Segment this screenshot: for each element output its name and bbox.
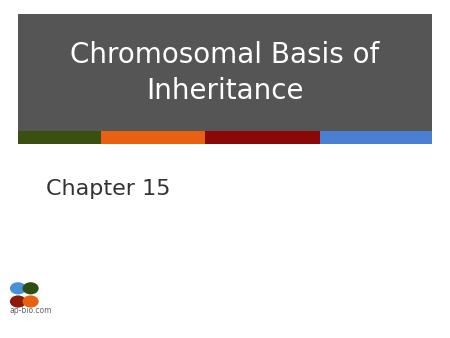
Text: Chromosomal Basis of
Inheritance: Chromosomal Basis of Inheritance — [70, 41, 380, 104]
Text: ap-bio.com: ap-bio.com — [10, 306, 52, 315]
Circle shape — [22, 295, 39, 308]
Bar — [18, 14, 432, 137]
Bar — [101, 131, 205, 144]
Circle shape — [10, 282, 26, 294]
Circle shape — [22, 282, 39, 294]
Bar — [18, 131, 101, 144]
Text: Chapter 15: Chapter 15 — [46, 179, 170, 199]
Bar — [320, 131, 432, 144]
Bar — [205, 131, 320, 144]
Circle shape — [10, 295, 26, 308]
